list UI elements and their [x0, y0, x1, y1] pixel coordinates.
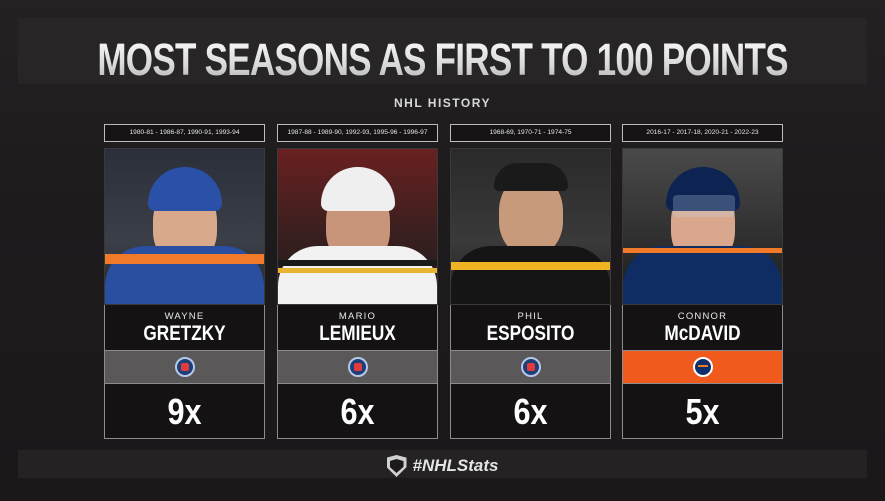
player-card-mcdavid: 2016-17 - 2017-18, 2020-21 - 2022-23 CON… — [622, 124, 783, 439]
seasons-list: 2016-17 - 2017-18, 2020-21 - 2022-23 — [622, 124, 783, 142]
player-name: CONNOR McDAVID — [622, 305, 783, 351]
count-box: 9x — [104, 384, 265, 439]
player-photo — [277, 148, 438, 305]
hall-of-fame-icon — [347, 357, 368, 377]
page-title: MOST SEASONS AS FIRST TO 100 POINTS — [97, 34, 788, 85]
title-frame — [18, 18, 867, 84]
first-name: CONNOR — [677, 311, 728, 322]
footer: #NHLStats — [0, 455, 885, 477]
first-name: WAYNE — [164, 311, 205, 322]
last-name: McDAVID — [664, 322, 741, 345]
player-name: WAYNE GRETZKY — [104, 305, 265, 351]
season-count: 5x — [685, 391, 720, 432]
hashtag: #NHLStats — [412, 456, 499, 475]
first-name: PHIL — [517, 311, 544, 322]
oilers-icon — [692, 357, 713, 377]
first-name: MARIO — [338, 311, 377, 322]
team-logo-bar — [450, 351, 611, 384]
player-photo — [104, 148, 265, 305]
count-box: 6x — [277, 384, 438, 439]
footer-frame — [18, 450, 867, 478]
hall-of-fame-icon — [520, 357, 541, 377]
season-count: 6x — [340, 391, 375, 432]
nhl-shield-icon — [386, 455, 407, 477]
team-logo-bar — [622, 351, 783, 384]
page-subtitle: NHL HISTORY — [394, 96, 491, 110]
team-logo-bar — [104, 351, 265, 384]
player-card-esposito: 1968-69, 1970-71 - 1974-75 PHIL ESPOSITO… — [450, 124, 611, 439]
team-logo-bar — [277, 351, 438, 384]
hall-of-fame-icon — [174, 357, 195, 377]
player-card-gretzky: 1980-81 - 1986-87, 1990-91, 1993-94 WAYN… — [104, 124, 265, 439]
seasons-list: 1968-69, 1970-71 - 1974-75 — [450, 124, 611, 142]
season-count: 9x — [167, 391, 202, 432]
player-photo — [622, 148, 783, 305]
player-card-lemieux: 1987-88 - 1989-90, 1992-93, 1995-96 - 19… — [277, 124, 438, 439]
seasons-list: 1980-81 - 1986-87, 1990-91, 1993-94 — [104, 124, 265, 142]
count-box: 5x — [622, 384, 783, 439]
last-name: LEMIEUX — [319, 322, 396, 345]
season-count: 6x — [513, 391, 548, 432]
player-photo — [450, 148, 611, 305]
last-name: GRETZKY — [143, 322, 226, 345]
last-name: ESPOSITO — [486, 322, 575, 345]
player-name: PHIL ESPOSITO — [450, 305, 611, 351]
seasons-list: 1987-88 - 1989-90, 1992-93, 1995-96 - 19… — [277, 124, 438, 142]
count-box: 6x — [450, 384, 611, 439]
player-name: MARIO LEMIEUX — [277, 305, 438, 351]
